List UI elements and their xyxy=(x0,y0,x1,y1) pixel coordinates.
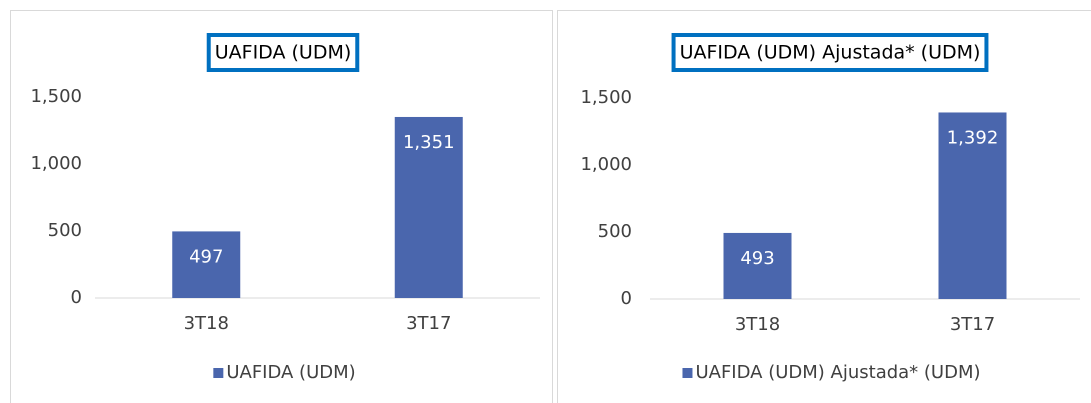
y-tick-label: 1,000 xyxy=(30,153,82,174)
chart-title: UAFIDA (UDM) xyxy=(215,42,352,64)
panel-border xyxy=(10,10,553,403)
legend-label: UAFIDA (UDM) Ajustada* (UDM) xyxy=(695,362,980,383)
title-box xyxy=(206,33,360,72)
legend-swatch xyxy=(682,368,693,378)
bar xyxy=(938,112,1007,299)
panel-border xyxy=(557,10,1091,403)
y-tick-label: 1,500 xyxy=(580,87,632,108)
bar xyxy=(172,231,241,298)
x-tick-label: 3T17 xyxy=(950,314,995,335)
y-tick-label: 0 xyxy=(71,287,82,308)
y-tick-label: 500 xyxy=(598,221,632,242)
x-tick-label: 3T18 xyxy=(184,313,229,334)
data-label: 1,392 xyxy=(947,127,999,148)
bar xyxy=(723,232,792,299)
y-tick-label: 1,000 xyxy=(580,154,632,175)
y-tick-label: 0 xyxy=(621,288,632,309)
data-label: 1,351 xyxy=(403,132,455,153)
x-tick-label: 3T18 xyxy=(735,314,780,335)
legend-swatch xyxy=(213,368,224,378)
title-box xyxy=(671,33,989,72)
chart-title: UAFIDA (UDM) Ajustada* (UDM) xyxy=(680,42,981,64)
legend-label: UAFIDA (UDM) xyxy=(226,362,355,383)
data-label: 497 xyxy=(189,246,223,267)
y-tick-label: 500 xyxy=(48,220,82,241)
data-label: 493 xyxy=(740,248,774,269)
bar xyxy=(394,116,463,298)
x-tick-label: 3T17 xyxy=(406,313,451,334)
y-tick-label: 1,500 xyxy=(30,86,82,107)
